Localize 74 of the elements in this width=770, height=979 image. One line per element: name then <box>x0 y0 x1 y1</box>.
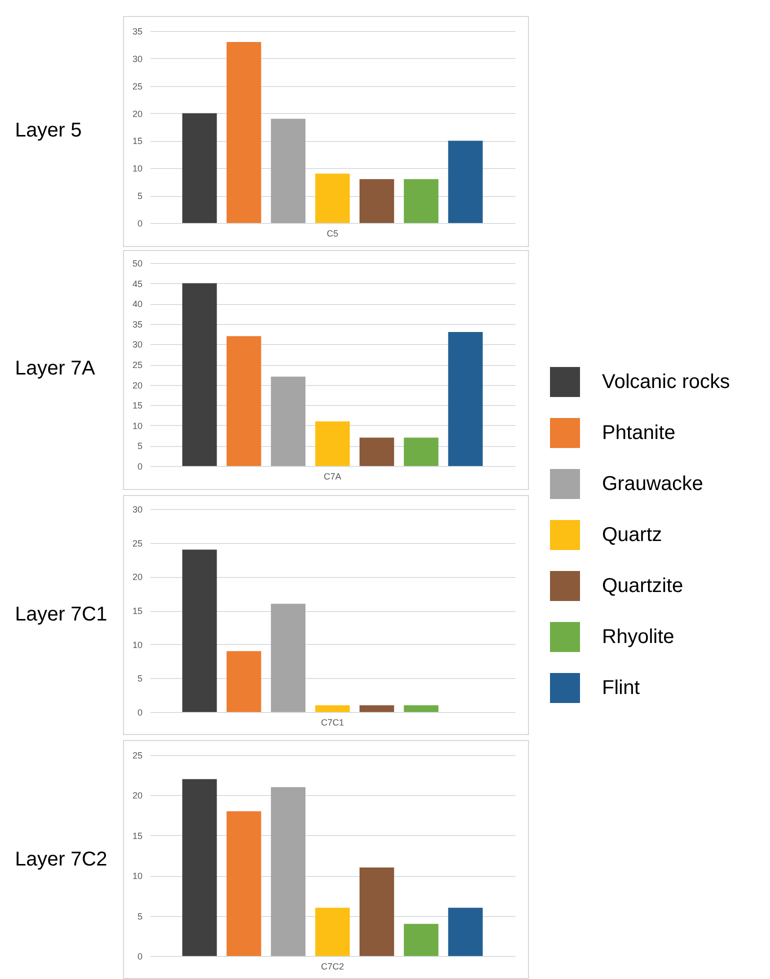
y-tick-label: 15 <box>132 830 142 841</box>
y-tick-label: 30 <box>132 54 142 64</box>
bar <box>448 332 483 466</box>
y-tick-label: 20 <box>132 380 142 390</box>
bar <box>226 811 262 956</box>
y-tick-label: 35 <box>132 319 142 330</box>
y-tick-label: 30 <box>132 504 142 514</box>
legend-label: Quartzite <box>602 575 684 597</box>
y-tick-label: 10 <box>132 640 142 650</box>
bar <box>448 140 483 223</box>
y-tick-label: 25 <box>132 538 142 548</box>
legend-label: Phtanite <box>602 422 676 444</box>
text: Layer 5 <box>15 120 82 142</box>
bar <box>226 336 262 466</box>
bar <box>182 113 217 223</box>
x-tick-label: C7C1 <box>320 718 344 728</box>
x-tick-label: C5 <box>326 228 338 238</box>
bar <box>182 779 217 956</box>
bar <box>404 705 438 712</box>
bar <box>226 42 262 223</box>
y-tick-label: 10 <box>132 420 142 431</box>
y-tick-label: 45 <box>132 278 142 289</box>
y-tick-label: 50 <box>132 258 142 268</box>
bar <box>360 179 394 223</box>
bar <box>360 438 394 466</box>
y-tick-label: 10 <box>132 871 142 882</box>
y-tick-label: 10 <box>132 164 142 174</box>
y-tick-label: 40 <box>132 299 142 310</box>
y-tick-label: 20 <box>132 108 142 119</box>
bar <box>270 604 306 712</box>
bar <box>270 376 306 466</box>
bar <box>315 174 350 223</box>
bar <box>404 179 438 223</box>
y-tick-label: 5 <box>137 441 142 452</box>
text: Layer 7C1 <box>15 603 108 626</box>
y-tick-label: 35 <box>132 26 142 36</box>
x-tick-label: C7C2 <box>320 962 344 972</box>
bar <box>182 550 217 712</box>
y-tick-label: 25 <box>132 81 142 92</box>
bar <box>404 924 438 956</box>
y-tick-label: 25 <box>132 360 142 370</box>
text: Layer 7C2 <box>15 848 108 871</box>
y-tick-label: 5 <box>137 191 142 202</box>
y-tick-label: 15 <box>132 606 142 616</box>
y-tick-label: 0 <box>137 952 142 962</box>
legend-label: Rhyolite <box>602 626 674 648</box>
legend-label: Quartz <box>602 524 662 546</box>
text: Layer 7A <box>15 357 96 380</box>
bar <box>404 438 438 466</box>
bar <box>360 705 394 712</box>
legend-label: Volcanic rocks <box>602 371 730 393</box>
y-tick-label: 0 <box>137 218 142 228</box>
y-tick-label: 5 <box>137 911 142 922</box>
bar <box>315 908 350 956</box>
bar <box>270 118 306 223</box>
y-tick-label: 15 <box>132 136 142 146</box>
legend-label: Grauwacke <box>602 473 704 495</box>
bar <box>360 868 394 956</box>
bar <box>315 705 350 712</box>
x-tick-label: C7A <box>324 472 342 482</box>
bar <box>270 787 306 956</box>
y-tick-label: 20 <box>132 790 142 801</box>
y-tick-label: 5 <box>137 674 142 684</box>
y-tick-label: 25 <box>132 750 142 760</box>
bar <box>315 421 350 466</box>
legend-label: Flint <box>602 677 640 699</box>
y-tick-label: 15 <box>132 400 142 411</box>
y-tick-label: 0 <box>137 708 142 718</box>
bar <box>182 283 217 466</box>
y-tick-label: 20 <box>132 572 142 582</box>
y-tick-label: 30 <box>132 340 142 350</box>
y-tick-label: 0 <box>137 462 142 472</box>
bar <box>448 908 483 956</box>
bar <box>226 651 262 712</box>
